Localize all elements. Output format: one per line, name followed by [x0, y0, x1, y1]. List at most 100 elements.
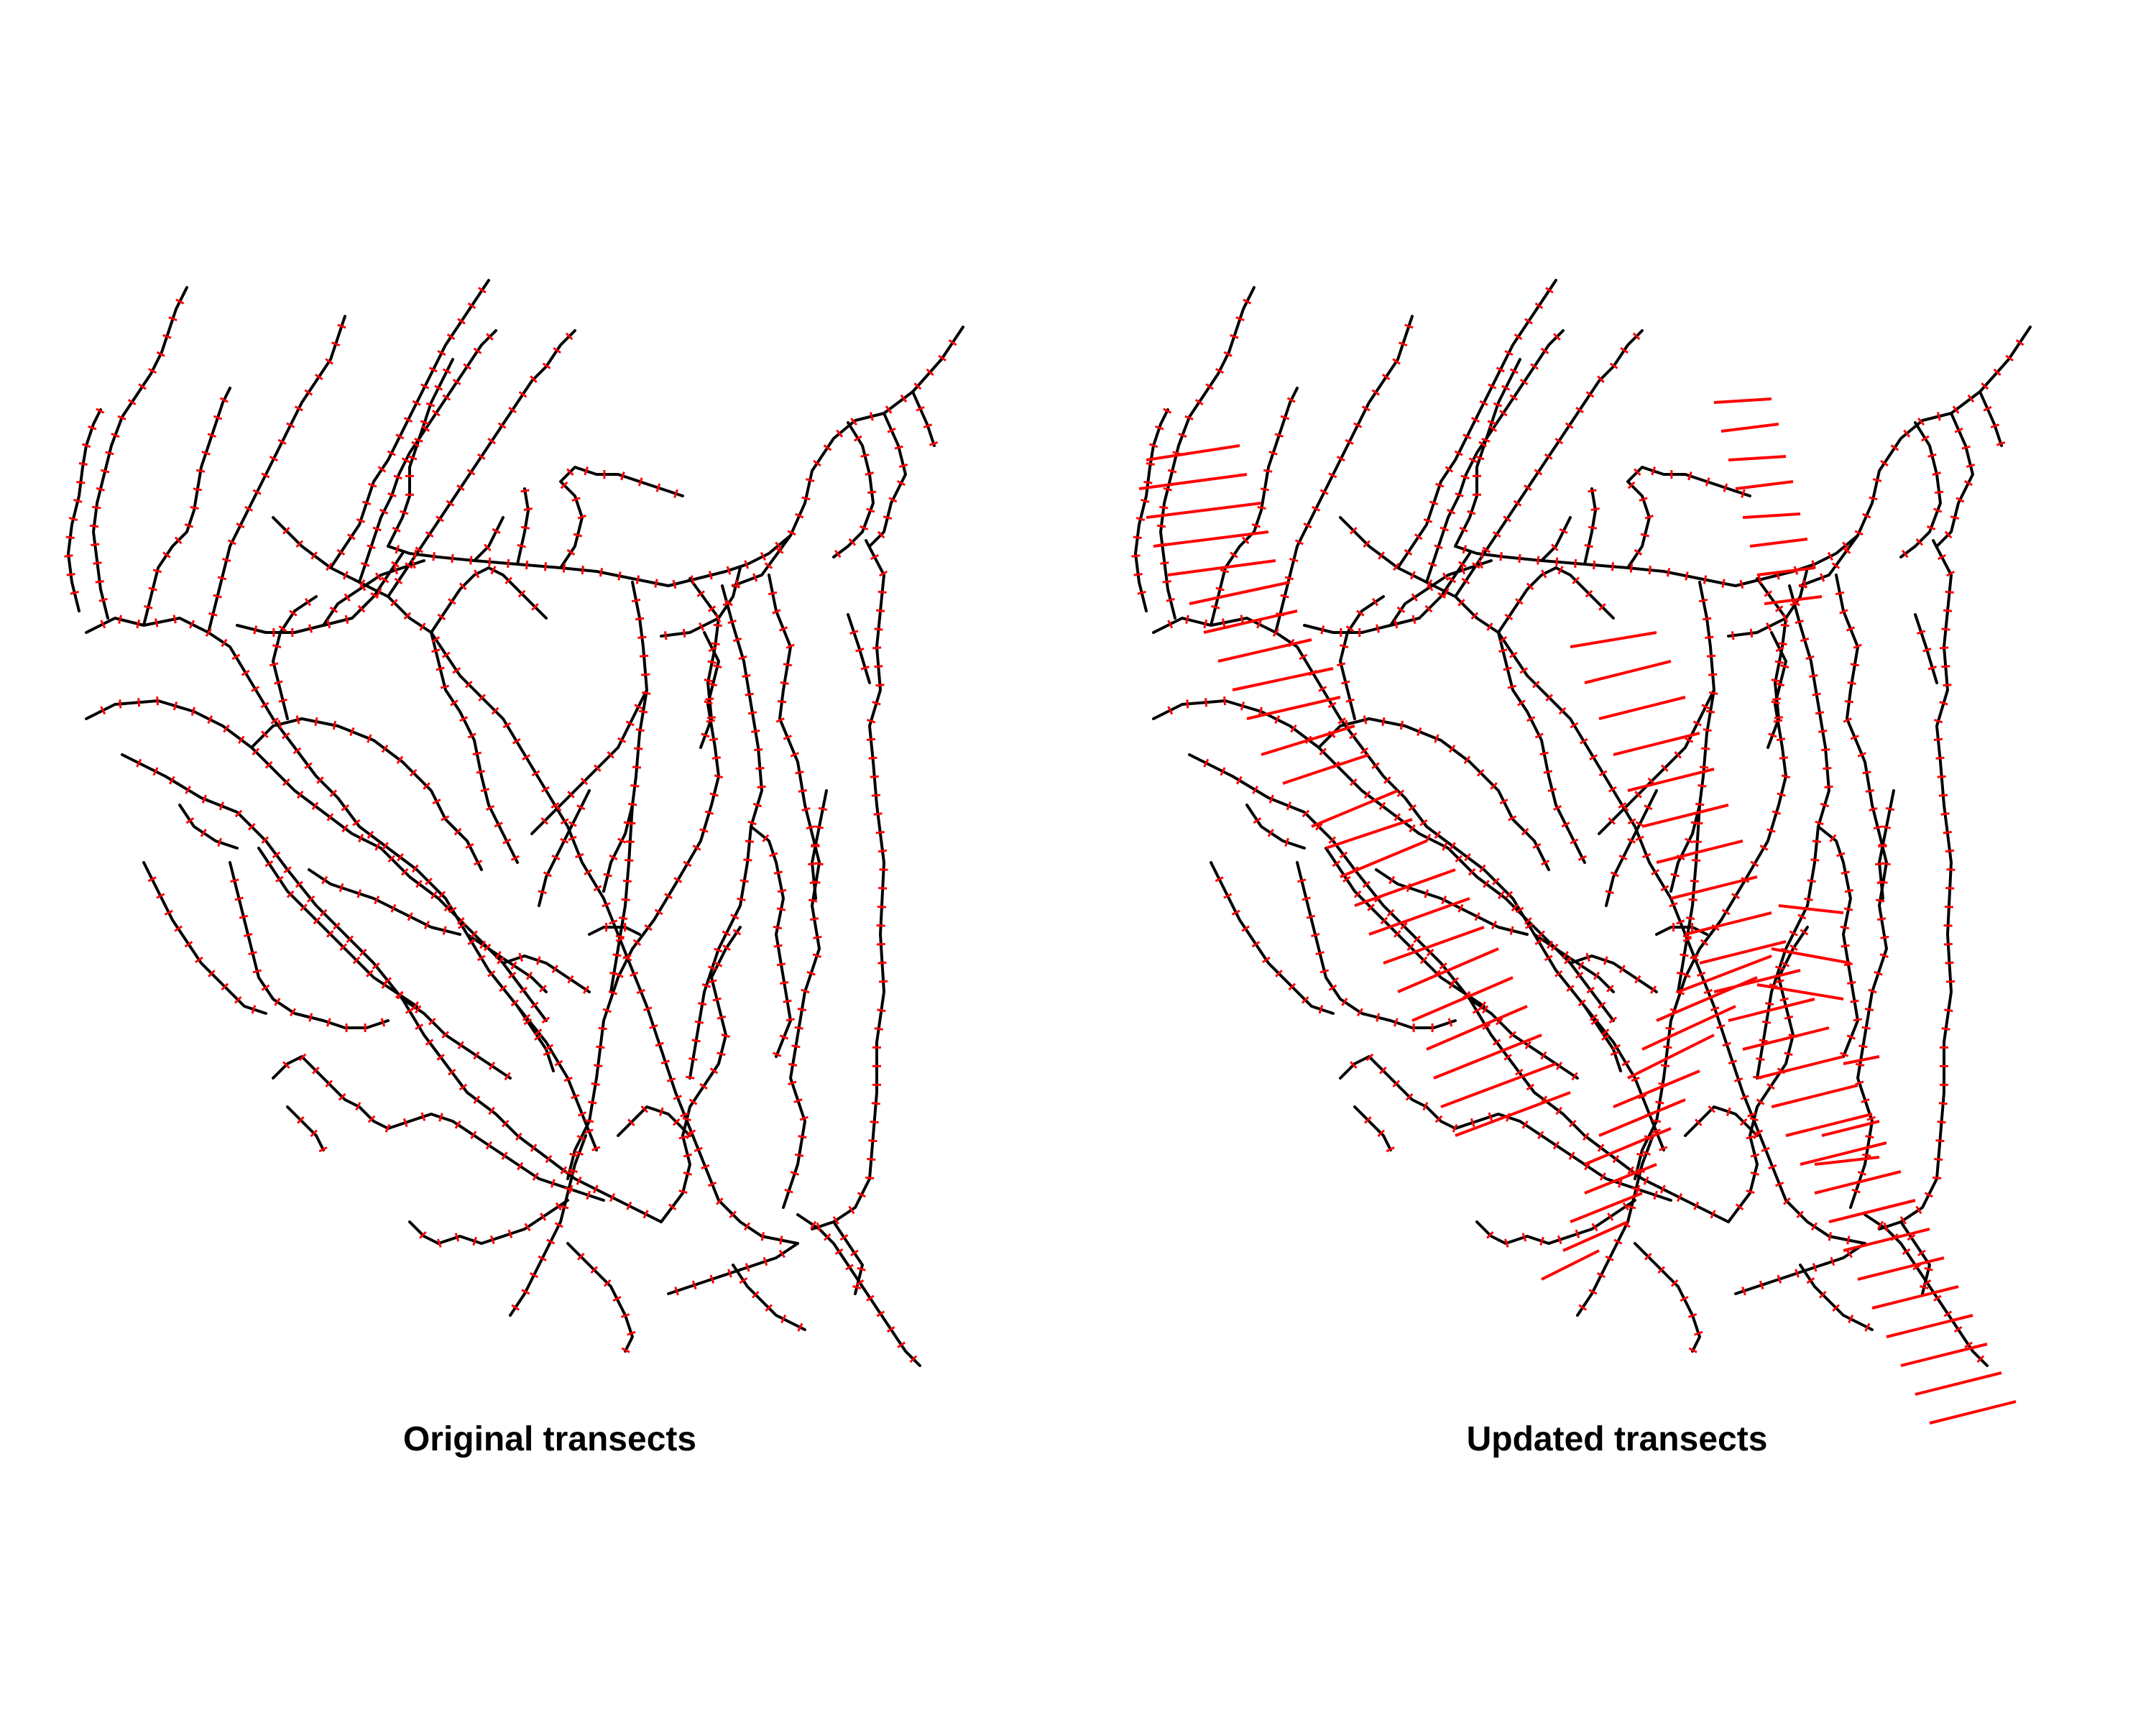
transect-tick	[448, 1068, 456, 1076]
transect-tick	[236, 523, 245, 529]
transect-tick	[487, 438, 497, 445]
transect-tick	[1258, 707, 1263, 716]
transect-tick	[621, 1347, 630, 1353]
transect-tick	[1222, 618, 1226, 627]
transect-tick	[660, 1059, 671, 1065]
transect-tick	[1780, 623, 1789, 627]
transect-tick	[598, 1026, 607, 1031]
transect-tick	[612, 1296, 622, 1302]
transect-tick	[1690, 954, 1699, 960]
transect-tick	[1428, 561, 1437, 567]
transect-tick	[554, 1222, 563, 1228]
transect-tick	[743, 1222, 751, 1231]
river-channel	[1159, 286, 1256, 620]
transect-tick	[264, 860, 274, 868]
transect-tick	[295, 540, 304, 548]
transect-tick	[839, 1234, 849, 1241]
transect-tick	[926, 368, 934, 377]
transect-tick	[709, 1274, 715, 1284]
transect-tick	[387, 855, 396, 863]
transect-tick	[1486, 1231, 1494, 1239]
transect-tick	[1700, 939, 1709, 947]
transect-tick	[213, 594, 222, 599]
transect-tick	[326, 1018, 331, 1027]
transect-tick	[1557, 566, 1564, 575]
transect-tick	[1303, 523, 1312, 529]
transect-tick	[96, 487, 105, 492]
transect-tick	[786, 1018, 795, 1022]
transect-tick	[701, 732, 710, 738]
transect-tick	[443, 903, 452, 912]
transect-tick	[747, 820, 757, 826]
transect-tick	[1575, 1229, 1580, 1238]
transect-tick	[1462, 433, 1472, 440]
transect-tick	[1612, 1154, 1620, 1164]
transect-tick	[1167, 706, 1174, 715]
transect-tick	[1627, 837, 1636, 844]
transect-tick	[1434, 544, 1443, 550]
transect-tick	[545, 1044, 554, 1051]
transect-tick	[783, 999, 792, 1003]
transect-tick	[1831, 562, 1841, 569]
long-transect-line	[1742, 512, 1801, 519]
transect-tick	[390, 599, 398, 607]
transect-tick	[673, 1095, 682, 1100]
transect-tick	[1866, 1116, 1876, 1121]
transect-tick	[518, 952, 524, 962]
transect-tick	[694, 1146, 703, 1152]
transect-tick	[637, 635, 647, 639]
transect-tick	[510, 999, 519, 1007]
transect-tick	[1746, 1135, 1755, 1140]
transect-tick	[1513, 500, 1522, 507]
transect-tick	[522, 1013, 531, 1021]
transect-tick	[292, 747, 302, 755]
transect-tick	[938, 354, 946, 362]
transect-tick	[543, 871, 552, 878]
river-channel	[387, 358, 454, 548]
transect-tick	[1146, 462, 1155, 466]
transect-tick	[877, 906, 886, 908]
transect-tick	[603, 873, 612, 878]
transect-tick	[448, 906, 457, 914]
transect-tick	[636, 988, 645, 995]
river-channel	[229, 861, 390, 1029]
transect-tick	[576, 1176, 582, 1185]
transect-tick	[751, 1290, 760, 1299]
transect-tick	[894, 445, 903, 450]
transect-tick	[1938, 1102, 1948, 1105]
transect-tick	[1534, 732, 1544, 739]
transect-tick	[463, 363, 471, 370]
transect-tick	[374, 896, 380, 905]
transect-tick	[1499, 552, 1503, 561]
river-channel	[1353, 1105, 1392, 1151]
transect-tick	[823, 444, 832, 451]
transect-tick	[341, 804, 350, 811]
transect-tick	[1504, 349, 1514, 356]
transect-tick	[1574, 558, 1577, 569]
transect-tick	[813, 459, 821, 467]
transect-tick	[1747, 1112, 1756, 1118]
transect-tick	[1695, 802, 1705, 806]
river-channel	[308, 868, 461, 936]
transect-tick	[704, 810, 714, 815]
transect-tick	[1284, 576, 1294, 581]
transect-tick	[534, 1034, 543, 1041]
transect-tick	[1364, 1116, 1372, 1124]
transect-tick	[310, 551, 318, 560]
river-channel	[1317, 717, 1550, 871]
transect-tick	[452, 378, 461, 386]
transect-tick	[1311, 932, 1320, 937]
transect-tick	[1766, 828, 1776, 833]
transect-tick	[565, 332, 573, 341]
transect-tick	[465, 842, 474, 849]
transect-tick	[1641, 1150, 1651, 1156]
transect-tick	[458, 922, 466, 929]
transect-tick	[1710, 1006, 1720, 1012]
transect-tick	[472, 1236, 477, 1246]
transect-tick	[1392, 358, 1401, 365]
river-channel	[1396, 279, 1557, 569]
transect-tick	[1280, 415, 1290, 420]
transect-tick	[428, 1017, 436, 1026]
transect-tick	[1143, 481, 1153, 484]
transect-tick	[1534, 469, 1543, 476]
